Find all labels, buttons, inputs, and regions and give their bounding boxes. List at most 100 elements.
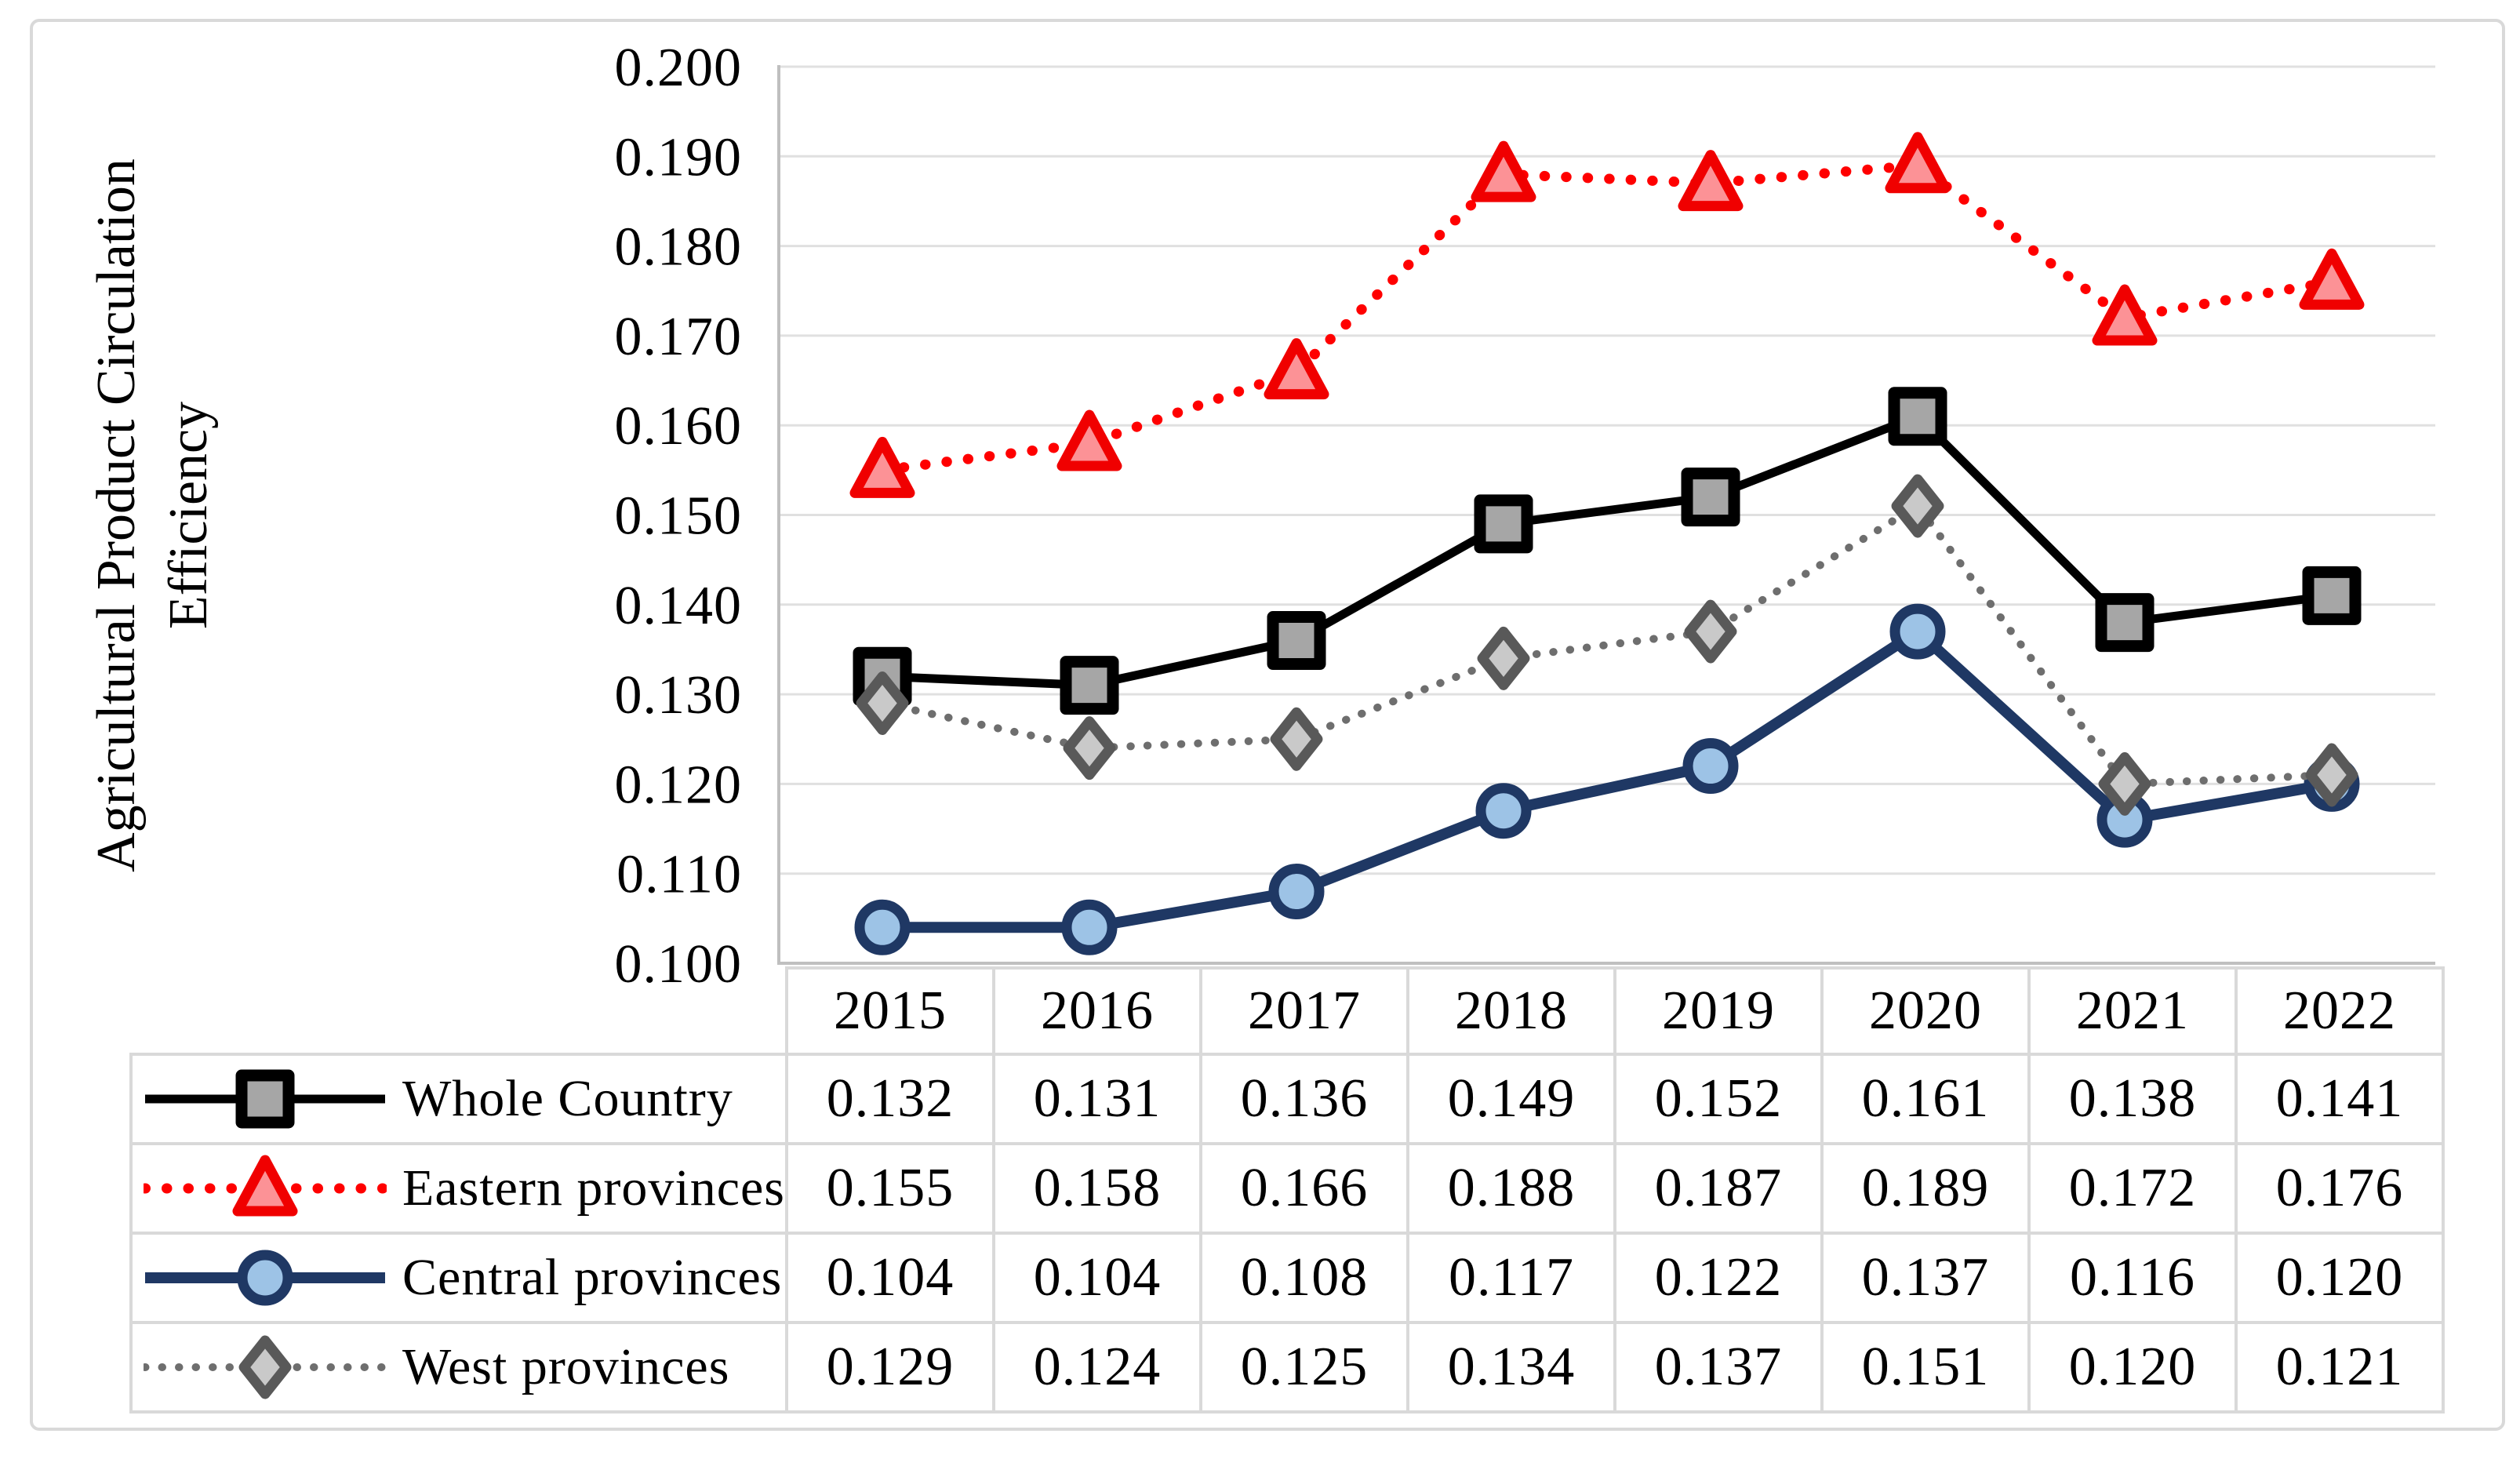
diamond-marker-west-provinces-2021 [2098, 751, 2151, 816]
series-whole-country [853, 387, 2362, 715]
triangle-marker-eastern-provinces-2018 [1471, 140, 1536, 202]
table-corner-cell [131, 968, 788, 1056]
year-header-2016: 2016 [992, 966, 1202, 1056]
chart-data-table: 2015 2016 2017 2018 2019 2020 2021 2022 Whole Co… [129, 966, 2445, 1414]
table-row-west-provinces: West provinces 0.129 0.124 0.125 0.134 0.137 0… [129, 1321, 2445, 1414]
table-row-eastern-provinces: Eastern provinces 0.155 0.158 0.166 0.188 0.1… [129, 1142, 2445, 1235]
y-axis-title-line-2: Efficiency [158, 401, 219, 630]
diamond-marker-west-provinces-2019 [1684, 599, 1737, 664]
square-marker-whole-country-2020 [1888, 387, 1947, 446]
legend-key-west-provinces [144, 1335, 387, 1399]
y-tick-label-0.200: 0.200 [615, 38, 743, 98]
value-cell-eastern-provinces-2021: 0.172 [2027, 1142, 2238, 1235]
legend-entry-whole-country: Whole Country [133, 1056, 785, 1142]
legend-entry-eastern-provinces: Eastern provinces [133, 1145, 785, 1232]
value-cell-central-provinces-2018: 0.117 [1406, 1232, 1616, 1324]
value-cell-eastern-provinces-2022: 0.176 [2235, 1142, 2445, 1235]
value-cell-whole-country-2019: 0.152 [1613, 1053, 1824, 1145]
year-header-2019: 2019 [1613, 966, 1824, 1056]
circle-marker-central-provinces-2017 [1268, 864, 1325, 920]
diamond-marker-west-provinces-2015 [856, 671, 909, 736]
triangle-marker-eastern-provinces-2022 [2299, 248, 2365, 310]
value-cell-eastern-provinces-2018: 0.188 [1406, 1142, 1616, 1235]
legend-label-central-provinces: Central provinces [402, 1249, 783, 1306]
value-cell-whole-country-2020: 0.161 [1820, 1053, 2031, 1145]
series-line-eastern-provinces [877, 160, 2337, 475]
square-marker-whole-country-2019 [1681, 468, 1740, 527]
value-cell-central-provinces-2022: 0.120 [2235, 1232, 2445, 1324]
y-tick-label-0.140: 0.140 [615, 576, 743, 636]
value-cell-west-provinces-2019: 0.137 [1613, 1321, 1824, 1414]
value-cell-west-provinces-2021: 0.120 [2027, 1321, 2238, 1414]
circle-icon [237, 1250, 293, 1306]
diamond-marker-west-provinces-2020 [1891, 474, 1944, 538]
series-line-central-provinces [882, 626, 2333, 933]
value-cell-eastern-provinces-2020: 0.189 [1820, 1142, 2031, 1235]
y-tick-label-0.170: 0.170 [615, 307, 743, 367]
y-tick-label-0.110: 0.110 [616, 845, 742, 905]
value-cell-central-provinces-2020: 0.137 [1820, 1232, 2031, 1324]
square-marker-whole-country-2021 [2095, 593, 2155, 653]
circle-marker-central-provinces-2019 [1682, 738, 1739, 795]
legend-entry-central-provinces: Central provinces [133, 1235, 785, 1321]
year-header-2017: 2017 [1199, 966, 1409, 1056]
year-header-2022: 2022 [2235, 966, 2445, 1056]
square-marker-whole-country-2022 [2302, 566, 2362, 625]
legend-label-west-provinces: West provinces [402, 1338, 730, 1395]
value-cell-west-provinces-2018: 0.134 [1406, 1321, 1616, 1414]
legend-key-whole-country [145, 1069, 385, 1129]
value-cell-central-provinces-2017: 0.108 [1199, 1232, 1409, 1324]
square-marker-whole-country-2017 [1267, 611, 1326, 671]
value-cell-whole-country-2022: 0.141 [2235, 1053, 2445, 1145]
value-cell-eastern-provinces-2019: 0.187 [1613, 1142, 1824, 1235]
legend-cell-whole-country: Whole Country [129, 1053, 788, 1145]
legend-cell-central-provinces: Central provinces [129, 1232, 788, 1324]
series-line-whole-country [882, 412, 2333, 690]
series-line-west-provinces [878, 502, 2336, 788]
value-cell-west-provinces-2022: 0.121 [2235, 1321, 2445, 1414]
series-west-provinces [856, 474, 2358, 816]
triangle-marker-eastern-provinces-2020 [1885, 132, 1951, 194]
triangle-marker-eastern-provinces-2021 [2092, 284, 2158, 346]
y-tick-label-0.190: 0.190 [615, 127, 743, 187]
legend-label-whole-country: Whole Country [402, 1070, 733, 1127]
value-cell-eastern-provinces-2016: 0.158 [992, 1142, 1202, 1235]
triangle-icon [232, 1155, 298, 1217]
triangle-marker-eastern-provinces-2016 [1056, 409, 1122, 471]
diamond-icon [238, 1335, 292, 1399]
diamond-marker-west-provinces-2018 [1477, 626, 1530, 690]
legend-cell-eastern-provinces: Eastern provinces [129, 1142, 788, 1235]
value-cell-whole-country-2018: 0.149 [1406, 1053, 1616, 1145]
value-cell-whole-country-2021: 0.138 [2027, 1053, 2238, 1145]
value-cell-whole-country-2016: 0.131 [992, 1053, 1202, 1145]
y-tick-label-0.120: 0.120 [615, 755, 743, 815]
y-tick-label-0.180: 0.180 [615, 217, 743, 278]
value-cell-west-provinces-2017: 0.125 [1199, 1321, 1409, 1414]
value-cell-west-provinces-2015: 0.129 [785, 1321, 995, 1414]
year-header-2018: 2018 [1406, 966, 1616, 1056]
year-header-2021: 2021 [2027, 966, 2238, 1056]
diamond-marker-west-provinces-2022 [2305, 743, 2358, 807]
year-header-2015: 2015 [785, 966, 995, 1056]
square-marker-whole-country-2016 [1060, 656, 1119, 715]
circle-marker-central-provinces-2018 [1475, 783, 1532, 839]
square-marker-whole-country-2018 [1474, 494, 1533, 554]
circle-marker-central-provinces-2016 [1061, 899, 1118, 955]
legend-cell-west-provinces: West provinces [129, 1321, 788, 1414]
table-row-central-provinces: Central provinces 0.104 0.104 0.108 0.117 0.1… [129, 1232, 2445, 1324]
table-row-whole-country: Whole Country 0.132 0.131 0.136 0.149 0.152 0.… [129, 1053, 2445, 1145]
value-cell-whole-country-2015: 0.132 [785, 1053, 995, 1145]
value-cell-central-provinces-2019: 0.122 [1613, 1232, 1824, 1324]
legend-key-eastern-provinces [144, 1155, 387, 1217]
year-header-2020: 2020 [1820, 966, 2031, 1056]
value-cell-central-provinces-2021: 0.116 [2027, 1232, 2238, 1324]
square-icon [235, 1069, 295, 1129]
triangle-marker-eastern-provinces-2015 [849, 436, 915, 498]
series-central-provinces [854, 603, 2360, 955]
value-cell-west-provinces-2020: 0.151 [1820, 1321, 2031, 1414]
value-cell-whole-country-2017: 0.136 [1199, 1053, 1409, 1145]
legend-key-central-provinces [145, 1250, 385, 1306]
value-cell-west-provinces-2016: 0.124 [992, 1321, 1202, 1414]
legend-label-eastern-provinces: Eastern provinces [402, 1159, 785, 1217]
